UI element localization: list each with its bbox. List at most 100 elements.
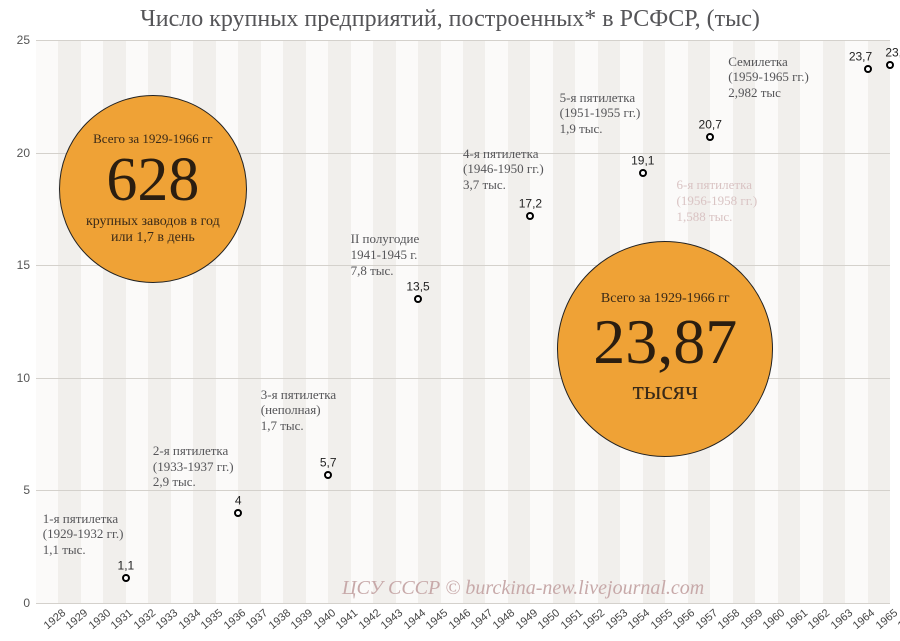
grid-line bbox=[36, 603, 890, 604]
watermark-text: ЦСУ СССР © burckina-new.livejournal.com bbox=[342, 577, 704, 600]
annotation: 5-я пятилетка (1951-1955 гг.) 1,9 тыс. bbox=[560, 90, 641, 137]
grid-band bbox=[351, 40, 373, 603]
y-tick-label: 20 bbox=[17, 146, 30, 160]
data-point bbox=[706, 133, 714, 141]
x-tick-label: 1953 bbox=[604, 607, 630, 632]
x-tick-label: 1958 bbox=[716, 607, 742, 632]
data-point bbox=[414, 295, 422, 303]
grid-band bbox=[868, 40, 890, 603]
grid-band bbox=[306, 40, 328, 603]
callout-line: тысяч bbox=[633, 377, 698, 406]
x-tick-label: 1963 bbox=[828, 607, 854, 632]
annotation: Семилетка (1959-1965 гг.) 2,982 тыс bbox=[728, 54, 809, 101]
x-tick-label: 1954 bbox=[626, 607, 652, 632]
x-tick-label: 1930 bbox=[87, 607, 113, 632]
grid-band bbox=[508, 40, 530, 603]
x-tick-label: 1965 bbox=[873, 607, 899, 632]
plot-area: 0510152025192819291930193119321933193419… bbox=[36, 40, 890, 603]
callout-left: Всего за 1929-1966 гг628крупных заводов … bbox=[59, 95, 247, 283]
data-label: 17,2 bbox=[519, 196, 542, 210]
x-tick-label: 1937 bbox=[244, 607, 270, 632]
x-tick-label: 1957 bbox=[693, 607, 719, 632]
grid-band bbox=[845, 40, 867, 603]
x-tick-label: 1945 bbox=[424, 607, 450, 632]
data-point bbox=[639, 169, 647, 177]
x-tick-label: 1935 bbox=[199, 607, 225, 632]
data-label: 13,5 bbox=[406, 280, 429, 294]
x-tick-label: 1941 bbox=[334, 607, 360, 632]
grid-band bbox=[396, 40, 418, 603]
x-tick-label: 1955 bbox=[649, 607, 675, 632]
data-point bbox=[526, 212, 534, 220]
annotation: 2-я пятилетка (1933-1937 гг.) 2,9 тыс. bbox=[153, 443, 234, 490]
callout-line: 628 bbox=[106, 146, 199, 214]
chart-root: Число крупных предприятий, построенных* … bbox=[0, 0, 900, 641]
x-tick-label: 1959 bbox=[738, 607, 764, 632]
x-tick-label: 1947 bbox=[469, 607, 495, 632]
x-tick-label: 1944 bbox=[401, 607, 427, 632]
y-tick-label: 10 bbox=[17, 371, 30, 385]
y-tick-label: 0 bbox=[23, 596, 30, 610]
data-label: 23,7 bbox=[849, 50, 872, 64]
grid-band bbox=[485, 40, 507, 603]
x-tick-label: 1940 bbox=[311, 607, 337, 632]
x-tick-label: 1946 bbox=[446, 607, 472, 632]
grid-band bbox=[823, 40, 845, 603]
data-label: 20,7 bbox=[699, 117, 722, 131]
grid-band bbox=[373, 40, 395, 603]
y-tick-label: 15 bbox=[17, 258, 30, 272]
callout-line: или 1,7 в день bbox=[111, 230, 195, 245]
x-tick-label: 1960 bbox=[761, 607, 787, 632]
callout-line: крупных заводов в год bbox=[86, 214, 220, 229]
x-tick-label: 1936 bbox=[222, 607, 248, 632]
data-point bbox=[234, 509, 242, 517]
x-tick-label: 1939 bbox=[289, 607, 315, 632]
grid-band bbox=[463, 40, 485, 603]
x-tick-label: 1961 bbox=[783, 607, 809, 632]
x-tick-label: 1943 bbox=[379, 607, 405, 632]
x-tick-label: 1964 bbox=[851, 607, 877, 632]
x-tick-label: 1952 bbox=[581, 607, 607, 632]
x-tick-label: 1934 bbox=[177, 607, 203, 632]
annotation: 6-я пятилетка (1956-1958 гг.) 1,588 тыс. bbox=[677, 177, 758, 224]
x-tick-label: 1948 bbox=[491, 607, 517, 632]
x-tick-label: 1942 bbox=[356, 607, 382, 632]
grid-band bbox=[283, 40, 305, 603]
data-label: 23,9 bbox=[885, 45, 900, 59]
data-point bbox=[886, 61, 894, 69]
x-tick-label: 1956 bbox=[671, 607, 697, 632]
grid-line bbox=[36, 490, 890, 491]
callout-right: Всего за 1929-1966 гг23,87тысяч bbox=[557, 241, 773, 457]
grid-band bbox=[778, 40, 800, 603]
x-tick-label: 1938 bbox=[266, 607, 292, 632]
data-label: 1,1 bbox=[118, 559, 135, 573]
x-tick-label: 1932 bbox=[132, 607, 158, 632]
data-label: 19,1 bbox=[631, 153, 654, 167]
annotation: 1-я пятилетка (1929-1932 гг.) 1,1 тыс. bbox=[43, 511, 124, 558]
y-tick-label: 5 bbox=[23, 483, 30, 497]
x-tick-label: 1928 bbox=[42, 607, 68, 632]
callout-line: Всего за 1929-1966 гг bbox=[601, 291, 730, 306]
y-tick-label: 25 bbox=[17, 33, 30, 47]
x-tick-label: 1962 bbox=[806, 607, 832, 632]
data-point bbox=[324, 471, 332, 479]
x-tick-label: 1933 bbox=[154, 607, 180, 632]
annotation: 4-я пятилетка (1946-1950 гг.) 3,7 тыс. bbox=[463, 146, 544, 193]
data-point bbox=[122, 574, 130, 582]
annotation: 3-я пятилетка (неполная) 1,7 тыс. bbox=[261, 387, 336, 434]
callout-line: Всего за 1929-1966 гг bbox=[93, 132, 213, 146]
x-tick-label: 1951 bbox=[559, 607, 585, 632]
grid-band bbox=[328, 40, 350, 603]
data-label: 5,7 bbox=[320, 455, 337, 469]
grid-band bbox=[441, 40, 463, 603]
x-tick-label: 1929 bbox=[64, 607, 90, 632]
x-tick-label: 1949 bbox=[514, 607, 540, 632]
data-point bbox=[864, 65, 872, 73]
x-tick-label: 1950 bbox=[536, 607, 562, 632]
annotation: II полугодие 1941-1945 г. 7,8 тыс. bbox=[351, 231, 420, 278]
grid-band bbox=[530, 40, 552, 603]
grid-band bbox=[261, 40, 283, 603]
chart-title: Число крупных предприятий, построенных* … bbox=[0, 6, 900, 33]
data-label: 4 bbox=[235, 494, 242, 508]
callout-line: 23,87 bbox=[593, 307, 737, 377]
